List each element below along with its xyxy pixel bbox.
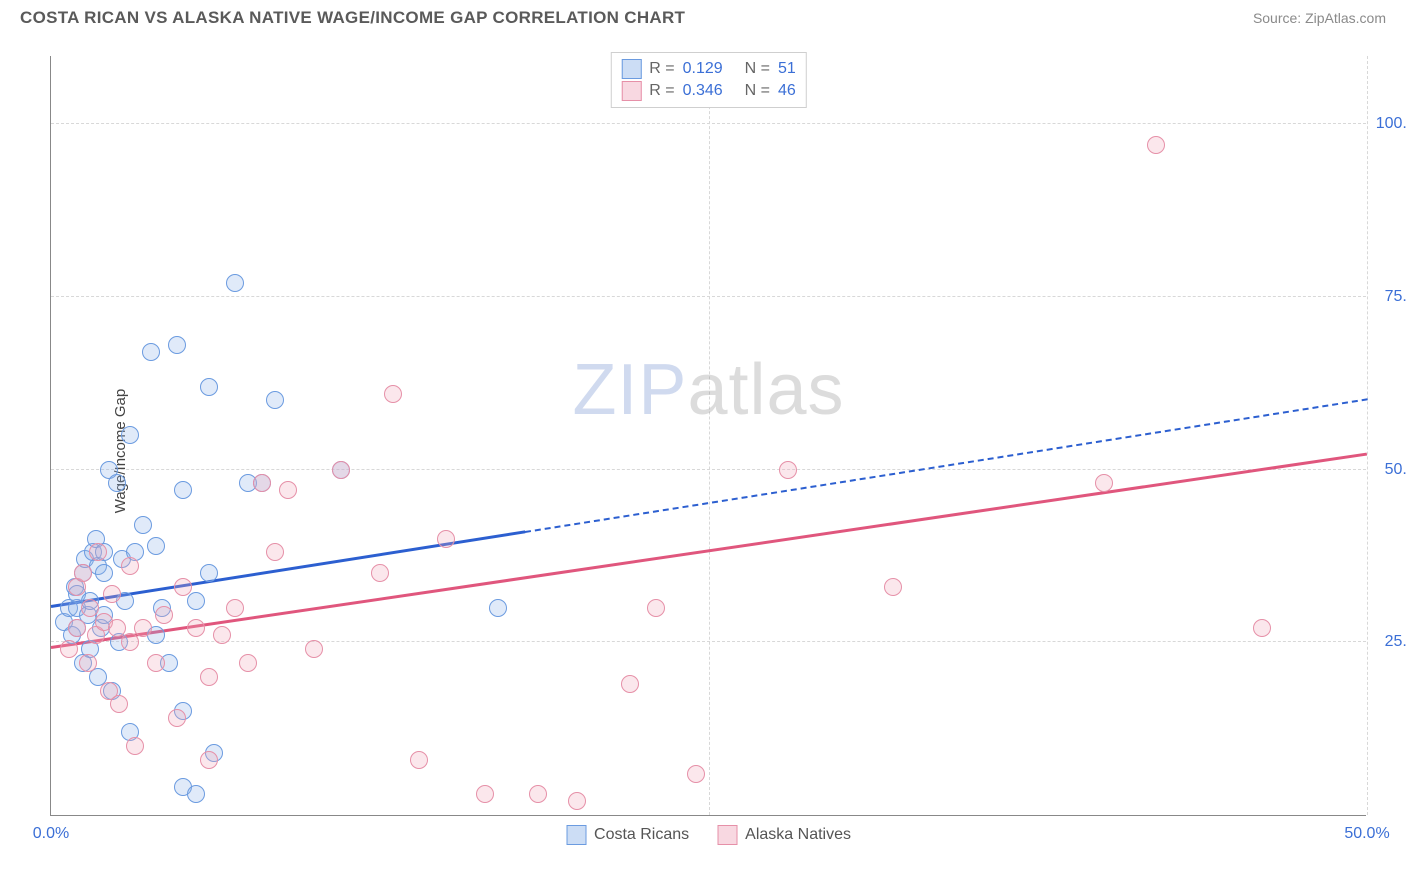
legend-n-label: N =	[745, 60, 770, 78]
data-point	[687, 765, 705, 783]
series-legend-item: Costa Ricans	[566, 825, 689, 845]
plot-area: ZIPatlas 25.0%50.0%75.0%100.0%0.0%50.0%R…	[50, 56, 1366, 816]
legend-n-value: 51	[778, 60, 796, 78]
y-tick-label: 50.0%	[1385, 461, 1406, 479]
data-point	[279, 481, 297, 499]
data-point	[155, 606, 173, 624]
watermark-zip: ZIP	[572, 350, 687, 430]
data-point	[332, 461, 350, 479]
data-point	[266, 391, 284, 409]
data-point	[147, 537, 165, 555]
data-point	[200, 668, 218, 686]
data-point	[779, 461, 797, 479]
legend-swatch	[621, 59, 641, 79]
trend-line-extrapolated	[525, 398, 1368, 533]
data-point	[410, 751, 428, 769]
data-point	[239, 654, 257, 672]
legend-swatch	[717, 825, 737, 845]
series-legend: Costa Ricans Alaska Natives	[566, 825, 851, 845]
data-point	[226, 274, 244, 292]
data-point	[121, 633, 139, 651]
source-link[interactable]: ZipAtlas.com	[1305, 10, 1386, 26]
data-point	[489, 599, 507, 617]
data-point	[226, 599, 244, 617]
data-point	[60, 640, 78, 658]
data-point	[200, 564, 218, 582]
source-label: Source:	[1253, 10, 1305, 26]
data-point	[568, 792, 586, 810]
data-point	[174, 578, 192, 596]
y-tick-label: 75.0%	[1385, 288, 1406, 306]
data-point	[108, 474, 126, 492]
data-point	[79, 654, 97, 672]
legend-swatch	[566, 825, 586, 845]
data-point	[147, 654, 165, 672]
data-point	[200, 378, 218, 396]
data-point	[187, 619, 205, 637]
data-point	[437, 530, 455, 548]
x-tick-label: 50.0%	[1344, 825, 1389, 843]
data-point	[95, 564, 113, 582]
plot-wrap: Wage/Income Gap ZIPatlas 25.0%50.0%75.0%…	[50, 46, 1390, 856]
data-point	[213, 626, 231, 644]
data-point	[1253, 619, 1271, 637]
legend-r-label: R =	[649, 60, 674, 78]
data-point	[68, 619, 86, 637]
legend-r-value: 0.346	[683, 82, 731, 100]
data-point	[103, 585, 121, 603]
data-point	[1147, 136, 1165, 154]
legend-n-value: 46	[778, 82, 796, 100]
data-point	[621, 675, 639, 693]
watermark-atlas: atlas	[687, 350, 844, 430]
chart-source: Source: ZipAtlas.com	[1253, 10, 1386, 26]
data-point	[126, 737, 144, 755]
data-point	[884, 578, 902, 596]
data-point	[476, 785, 494, 803]
gridline-v	[1367, 56, 1368, 815]
data-point	[174, 481, 192, 499]
x-tick-label: 0.0%	[33, 825, 69, 843]
data-point	[121, 426, 139, 444]
data-point	[134, 619, 152, 637]
data-point	[74, 564, 92, 582]
y-tick-label: 100.0%	[1376, 115, 1406, 133]
legend-n-label: N =	[745, 82, 770, 100]
data-point	[371, 564, 389, 582]
data-point	[134, 516, 152, 534]
data-point	[305, 640, 323, 658]
legend-r-label: R =	[649, 82, 674, 100]
correlation-legend-row: R = 0.346 N = 46	[621, 80, 795, 102]
data-point	[200, 751, 218, 769]
data-point	[187, 785, 205, 803]
data-point	[266, 543, 284, 561]
data-point	[89, 543, 107, 561]
data-point	[142, 343, 160, 361]
data-point	[121, 557, 139, 575]
correlation-legend: R = 0.129 N = 51 R = 0.346 N = 46	[610, 52, 806, 108]
series-legend-label: Alaska Natives	[745, 826, 851, 844]
legend-r-value: 0.129	[683, 60, 731, 78]
chart-title: COSTA RICAN VS ALASKA NATIVE WAGE/INCOME…	[20, 8, 685, 28]
gridline-v	[709, 56, 710, 815]
y-tick-label: 25.0%	[1385, 633, 1406, 651]
data-point	[253, 474, 271, 492]
data-point	[384, 385, 402, 403]
legend-swatch	[621, 81, 641, 101]
data-point	[187, 592, 205, 610]
data-point	[110, 695, 128, 713]
data-point	[647, 599, 665, 617]
chart-header: COSTA RICAN VS ALASKA NATIVE WAGE/INCOME…	[0, 0, 1406, 32]
series-legend-label: Costa Ricans	[594, 826, 689, 844]
data-point	[168, 336, 186, 354]
series-legend-item: Alaska Natives	[717, 825, 851, 845]
correlation-legend-row: R = 0.129 N = 51	[621, 58, 795, 80]
data-point	[529, 785, 547, 803]
data-point	[1095, 474, 1113, 492]
data-point	[168, 709, 186, 727]
